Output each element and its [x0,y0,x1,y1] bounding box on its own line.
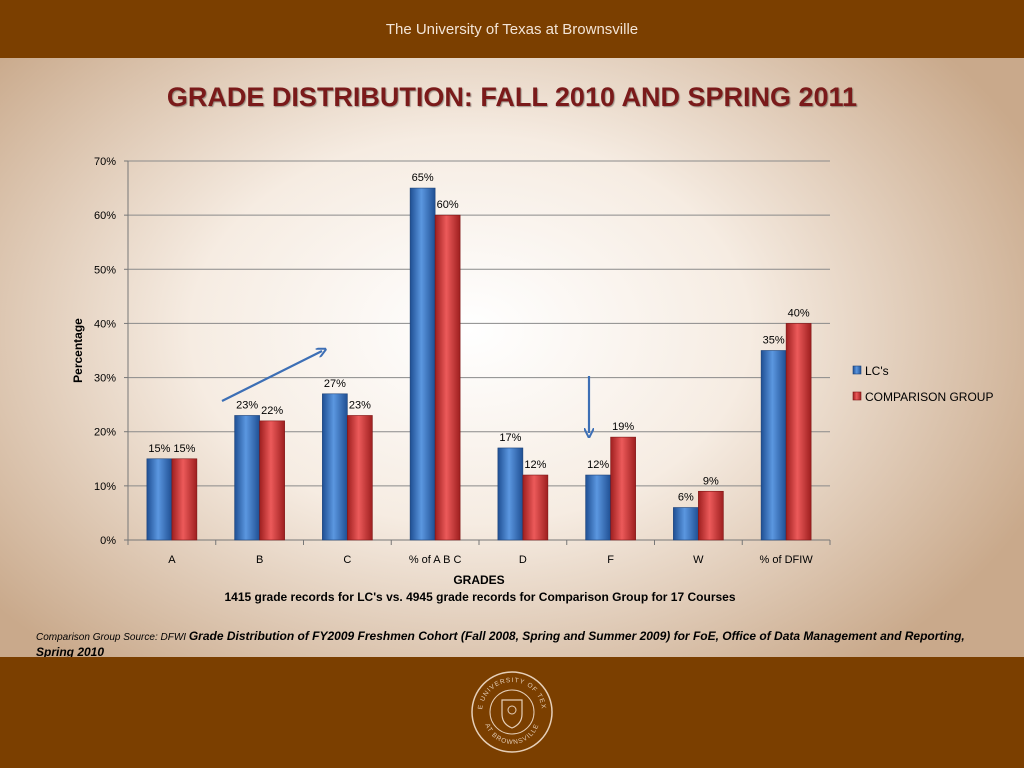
x-axis-title: GRADES [453,573,504,587]
y-tick-label: 40% [94,318,116,330]
data-label: 15% [148,443,170,455]
data-label: 35% [763,335,785,347]
data-label: 15% [173,443,195,455]
bar-lcs [234,415,260,541]
data-label: 17% [499,432,521,444]
x-tick-label: B [256,554,263,566]
legend-swatch [852,365,862,375]
x-tick-label: F [607,554,614,566]
y-tick-label: 0% [100,535,116,547]
data-label: 22% [261,405,283,417]
x-tick-label: A [168,554,176,566]
bar-comparison-group [610,436,636,541]
bar-lcs [585,474,611,541]
data-label: 27% [324,378,346,390]
data-label: 65% [412,172,434,184]
data-label: 12% [524,459,546,471]
legend-label: LC's [865,364,889,378]
bars [146,187,812,541]
y-tick-label: 10% [94,481,116,493]
data-label: 19% [612,421,634,433]
annotations [221,351,589,433]
data-label: 23% [236,399,258,411]
y-tick-label: 30% [94,373,116,385]
bar-lcs [497,447,524,541]
bar-lcs [409,187,436,541]
bar-comparison-group [785,323,812,541]
data-label: 60% [437,199,459,211]
x-tick-label: W [693,554,704,566]
y-tick-label: 50% [94,264,116,276]
y-tick-label: 60% [94,210,116,222]
institution-name: The University of Texas at Brownsville [385,20,639,38]
source-note: Comparison Group Source: DFWI Grade Dist… [36,629,976,660]
header-band: The University of Texas at Brownsville [0,0,1024,58]
x-tick-label: D [519,554,527,566]
bar-comparison-group [259,420,285,541]
chart-caption: 1415 grade records for LC's vs. 4945 gra… [224,590,736,604]
legend-swatch [852,391,862,401]
bar-lcs [146,458,173,541]
trend-up-arrow [221,351,322,402]
data-label: 40% [788,307,810,319]
data-label: 9% [703,475,719,487]
source-text: Grade Distribution of FY2009 Freshmen Co… [36,629,965,659]
x-tick-label: % of DFIW [760,554,814,566]
bar-comparison-group [522,474,549,541]
data-label: 6% [678,492,694,504]
bar-comparison-group [171,458,198,541]
source-prefix: Comparison Group Source: DFWI [36,632,189,643]
y-axis-title: Percentage [71,318,85,383]
bar-comparison-group [347,415,373,541]
x-tick-label: % of A B C [409,554,462,566]
legend: LC's COMPARISON GROUP [852,364,993,404]
y-tick-label: 20% [94,427,116,439]
university-seal: THE UNIVERSITY OF TEXAS AT BROWNSVILLE [470,670,553,753]
gridlines [128,160,830,487]
data-labels: 15%23%27%65%17%12%6%35%15%22% 23%60%12%19… [148,172,809,503]
data-label: 12% [587,459,609,471]
bar-lcs [760,350,787,541]
y-tick-label: 70% [94,156,116,168]
grade-distribution-chart: 0% 10% 20% 30% 40% 50% 60% 70% A B C % of A B C D F W%… [71,156,993,587]
bar-comparison-group [434,214,461,541]
legend-label: COMPARISON GROUP [865,390,993,404]
slide-title: GRADE DISTRIBUTION: FALL 2010 AND SPRING… [166,82,858,112]
bar-comparison-group [698,490,724,541]
bar-lcs [673,507,699,541]
footer-band [0,657,1024,768]
data-label: 23% [349,399,371,411]
x-tick-label: C [343,554,351,566]
bar-lcs [322,393,348,541]
